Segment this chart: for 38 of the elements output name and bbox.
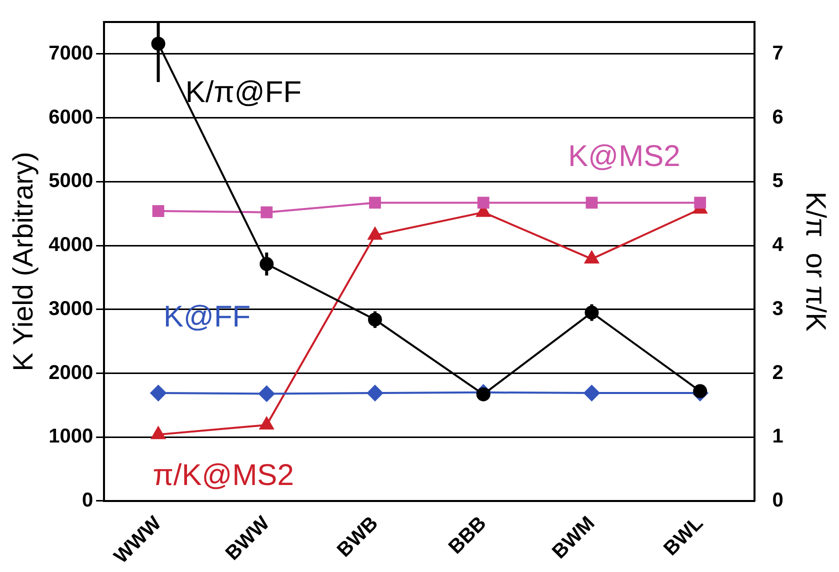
y2-tick-label: 5 xyxy=(772,170,784,192)
y2-tick-label: 2 xyxy=(772,362,784,384)
point xyxy=(260,416,274,430)
point xyxy=(476,387,490,402)
point xyxy=(584,250,599,264)
y-tick-label: 2000 xyxy=(48,362,94,384)
y2-tick-label: 7 xyxy=(772,42,784,64)
y2-tick-label: 4 xyxy=(772,234,784,256)
y-tick-label: 5000 xyxy=(48,170,94,192)
series-label: K@MS2 xyxy=(568,140,680,174)
point xyxy=(477,196,490,209)
y-tick-label: 3000 xyxy=(48,298,94,320)
series-label: π/K@MS2 xyxy=(152,458,294,492)
y-axis-title: K Yield (Arbitrary) xyxy=(8,152,39,372)
point xyxy=(693,384,708,398)
y2-tick-label: 1 xyxy=(772,426,784,448)
y-tick-label: 7000 xyxy=(48,42,94,64)
point xyxy=(258,386,275,402)
point xyxy=(368,227,382,240)
y2-axis-title: K/π or π/K xyxy=(800,192,832,332)
point xyxy=(150,385,166,402)
point xyxy=(260,206,273,218)
y2-tick-label: 6 xyxy=(772,106,784,128)
point xyxy=(367,385,384,402)
y-tick-label: 4000 xyxy=(48,234,94,256)
series-label: K/π@FF xyxy=(185,76,302,109)
point xyxy=(694,196,706,209)
point xyxy=(151,426,166,440)
point xyxy=(369,196,381,209)
y2-tick-label: 3 xyxy=(772,298,784,320)
point xyxy=(152,205,164,217)
point xyxy=(586,196,598,209)
y-tick-label: 0 xyxy=(82,490,94,512)
y-tick-label: 1000 xyxy=(48,426,94,448)
series-label: K@FF xyxy=(163,300,251,334)
y-tick-label: 6000 xyxy=(48,106,94,128)
point xyxy=(584,385,600,402)
y2-tick-label: 0 xyxy=(772,490,784,512)
